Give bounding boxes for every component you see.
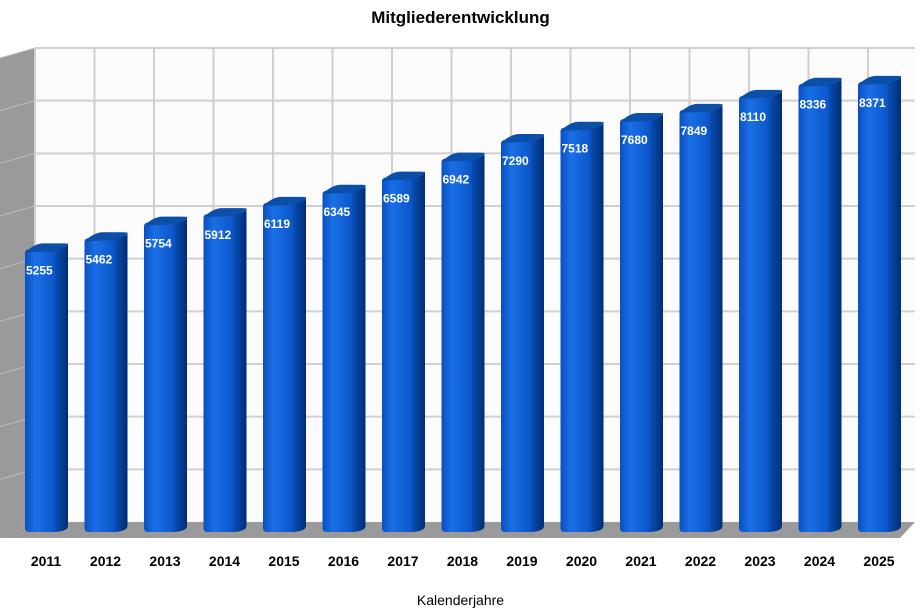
value-label: 7849 [681,124,708,138]
x-tick-label: 2011 [31,553,62,569]
value-label: 8371 [859,96,886,110]
value-label: 7290 [502,154,529,168]
bar-2015: 6119 [263,196,306,532]
x-tick-label: 2024 [804,553,835,569]
value-label: 8336 [800,98,827,112]
bar-2017: 6589 [382,171,425,533]
x-tick-label: 2022 [685,553,716,569]
x-tick-label: 2021 [625,553,656,569]
x-tick-label: 2023 [744,553,775,569]
x-tick-label: 2013 [149,553,180,569]
x-tick-label: 2015 [268,553,299,569]
x-tick-label: 2019 [506,553,537,569]
bar-2019: 7290 [501,133,544,532]
x-axis-label: Kalenderjahre [416,592,505,608]
x-tick-label: 2012 [90,553,121,569]
chart-title: Mitgliederentwicklung [371,8,550,27]
value-label: 5754 [145,237,172,251]
value-label: 8110 [740,110,766,124]
x-tick-label: 2017 [387,553,418,569]
value-label: 5462 [86,252,113,266]
value-label: 6942 [443,173,470,187]
value-label: 5912 [205,228,232,242]
value-label: 6119 [264,217,290,231]
bars: 5255 5462 5754 5912 6119 6345 6589 6942 7290 7518… [25,75,901,533]
value-label: 5255 [26,263,53,277]
bar-2023: 8110 [739,89,782,533]
x-tick-labels: 2011 2012 2013 2014 2015 2016 2017 2018 2019 2020… [31,553,895,569]
bar-2018: 6942 [441,152,485,532]
bar-2020: 7518 [560,121,604,532]
bar-2014: 5912 [203,208,247,532]
bar-2021: 7680 [620,112,663,532]
x-tick-label: 2014 [209,553,240,569]
x-tick-label: 2018 [447,553,478,569]
bar-2025: 8371 [858,75,901,532]
x-tick-label: 2025 [863,553,894,569]
value-label: 7518 [562,142,589,156]
bar-2013: 5754 [144,216,187,532]
x-tick-label: 2016 [328,553,359,569]
bar-2016: 6345 [322,184,366,532]
bar-2022: 7849 [679,103,723,532]
bar-2024: 8336 [798,77,842,533]
value-label: 6345 [324,205,351,219]
value-label: 6589 [383,192,410,206]
value-label: 7680 [621,133,648,147]
bar-2011: 5255 [25,243,68,533]
bar-2012: 5462 [84,232,128,532]
x-tick-label: 2020 [566,553,597,569]
